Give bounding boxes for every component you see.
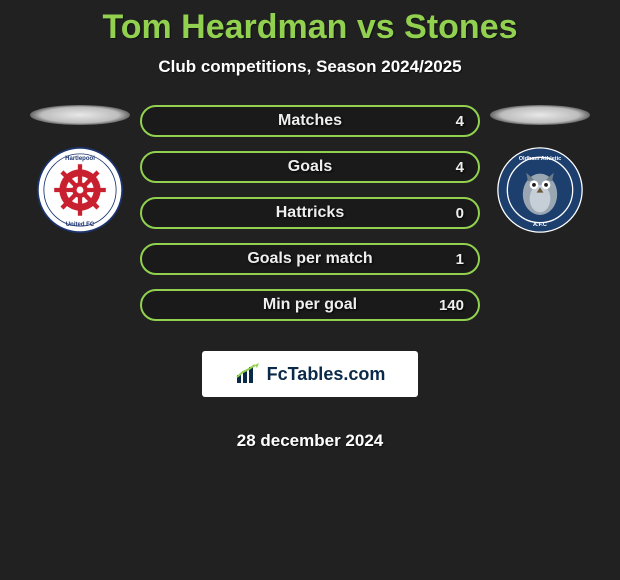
svg-text:Hartlepool: Hartlepool <box>65 156 95 162</box>
brand-text: FcTables.com <box>267 364 386 385</box>
svg-text:Oldham Athletic: Oldham Athletic <box>519 156 562 162</box>
bar-chart-icon <box>235 363 261 385</box>
stat-label: Matches <box>142 112 478 130</box>
brand-badge[interactable]: FcTables.com <box>202 351 418 397</box>
player-placeholder-oval <box>30 105 130 125</box>
main-row: Hartlepool United FC <box>0 105 620 451</box>
left-player-column: Hartlepool United FC <box>20 105 140 233</box>
stat-row-min-per-goal: Min per goal 140 <box>140 289 480 321</box>
oldham-crest-icon: Oldham Athletic A.F.C <box>497 147 583 233</box>
left-team-crest: Hartlepool United FC <box>37 147 123 233</box>
stat-row-goals: Goals 4 <box>140 151 480 183</box>
stat-right-value: 1 <box>456 251 464 268</box>
hartlepool-crest-icon: Hartlepool United FC <box>37 147 123 233</box>
stat-right-value: 4 <box>456 159 464 176</box>
stat-label: Goals <box>142 158 478 176</box>
comparison-card: Tom Heardman vs Stones Club competitions… <box>0 0 620 451</box>
stat-label: Min per goal <box>142 296 478 314</box>
stat-row-matches: Matches 4 <box>140 105 480 137</box>
page-title: Tom Heardman vs Stones <box>102 8 517 47</box>
stat-right-value: 0 <box>456 205 464 222</box>
player-placeholder-oval <box>490 105 590 125</box>
date-line: 28 december 2024 <box>237 431 384 451</box>
stat-row-goals-per-match: Goals per match 1 <box>140 243 480 275</box>
svg-text:A.F.C: A.F.C <box>533 222 547 228</box>
stat-right-value: 4 <box>456 113 464 130</box>
stat-label: Goals per match <box>142 250 478 268</box>
subtitle: Club competitions, Season 2024/2025 <box>158 57 461 77</box>
right-team-crest: Oldham Athletic A.F.C <box>497 147 583 233</box>
right-player-column: Oldham Athletic A.F.C <box>480 105 600 233</box>
stat-right-value: 140 <box>439 297 464 314</box>
svg-text:United FC: United FC <box>66 222 95 228</box>
stat-row-hattricks: Hattricks 0 <box>140 197 480 229</box>
stat-label: Hattricks <box>142 204 478 222</box>
stats-column: Matches 4 Goals 4 Hattricks 0 Goals per … <box>140 105 480 451</box>
